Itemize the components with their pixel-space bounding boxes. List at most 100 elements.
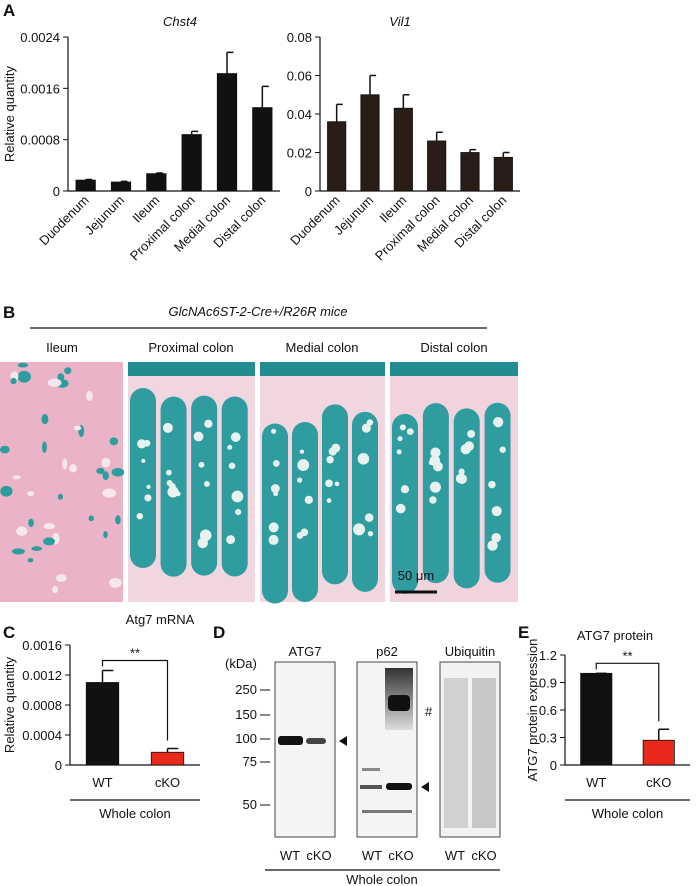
cell: [69, 464, 77, 473]
error-bar: [166, 747, 179, 753]
goblet: [326, 498, 332, 503]
histology-label: Proximal colon: [148, 340, 233, 355]
crypt: [292, 421, 318, 602]
cell: [57, 493, 63, 500]
error-bar: [435, 131, 443, 141]
arrowhead: [421, 782, 429, 792]
goblet: [491, 506, 502, 517]
antibody-label: p62: [376, 644, 398, 659]
chart-title: Atg7 mRNA: [126, 612, 195, 627]
goblet: [146, 484, 151, 490]
cell: [57, 373, 65, 382]
error-bar: [402, 94, 410, 109]
goblet: [197, 537, 208, 549]
crypt: [392, 413, 418, 594]
goblet: [268, 534, 279, 545]
cell: [27, 558, 34, 563]
cell: [88, 515, 94, 522]
significance-label: **: [130, 646, 140, 661]
y-tick-label: 0.0016: [20, 81, 60, 96]
y-tick-label: 0.0024: [20, 30, 60, 45]
epithelium: [390, 362, 518, 376]
goblet: [397, 436, 403, 442]
error-bar: [261, 85, 269, 108]
marker-label: 250: [235, 682, 257, 697]
goblet: [271, 428, 277, 434]
bar: [146, 173, 167, 192]
cell: [17, 370, 31, 383]
y-tick-label: 1.2: [539, 648, 557, 663]
panel-label: C: [3, 623, 15, 642]
goblet: [429, 496, 437, 504]
significance-bracket: [595, 662, 660, 722]
y-tick-label: 0: [550, 758, 557, 773]
goblet: [235, 508, 242, 516]
western-blot: [274, 661, 501, 838]
bar: [393, 107, 413, 192]
band: [386, 783, 412, 790]
goblet: [198, 461, 205, 468]
cell: [109, 437, 119, 446]
lane-label: WT: [280, 848, 300, 863]
goblet: [458, 468, 465, 475]
goblet: [299, 449, 305, 454]
goblet: [499, 446, 506, 453]
histology-title: GlcNAc6ST-2-Cre+/R26R mice: [168, 304, 347, 319]
antibody-label: Ubiquitin: [445, 644, 496, 659]
goblet: [455, 473, 466, 484]
cell: [43, 537, 55, 546]
band: [360, 785, 382, 789]
goblet: [488, 480, 496, 489]
bar: [642, 739, 675, 766]
band: [278, 736, 303, 745]
x-tick-label: Jejunum: [82, 193, 127, 238]
cell: [10, 377, 17, 385]
bar: [460, 152, 480, 192]
marker-label: 150: [235, 707, 257, 722]
y-tick-label: 0.06: [287, 69, 312, 84]
epithelium: [260, 362, 385, 376]
cell: [86, 390, 93, 402]
panel-label: D: [213, 623, 225, 642]
goblet: [396, 449, 402, 455]
goblet: [464, 441, 474, 452]
group-label: Whole colon: [592, 806, 664, 821]
goblet: [228, 462, 236, 470]
bar: [181, 134, 202, 192]
error-bar: [84, 178, 93, 181]
crypt: [191, 395, 218, 576]
cell: [16, 526, 28, 536]
lane-label: WT: [445, 848, 465, 863]
cell: [27, 490, 35, 497]
panel-label: E: [518, 623, 529, 642]
smear: [444, 678, 468, 828]
goblet: [297, 459, 310, 471]
error-bar: [369, 74, 377, 95]
error-bar: [226, 51, 234, 74]
cell: [41, 413, 49, 425]
goblet: [193, 431, 204, 442]
error-bar: [120, 180, 128, 183]
goblet: [144, 494, 152, 502]
cell: [11, 548, 25, 555]
goblet: [432, 461, 443, 472]
cell: [17, 362, 29, 368]
band: [306, 738, 326, 744]
cell: [111, 467, 125, 477]
kda-label: (kDa): [225, 656, 257, 671]
bar: [327, 121, 347, 192]
goblet: [487, 540, 498, 551]
goblet: [357, 453, 370, 465]
goblet: [297, 477, 303, 483]
group-label: Whole colon: [99, 806, 171, 821]
lane-label: WT: [362, 848, 382, 863]
bar: [427, 140, 447, 192]
goblet: [353, 523, 366, 536]
error-bar: [190, 130, 199, 135]
goblet: [304, 495, 313, 505]
goblet: [491, 533, 501, 543]
error-bar: [502, 151, 510, 158]
y-tick-label: 0.9: [539, 676, 557, 691]
goblet: [430, 447, 441, 458]
